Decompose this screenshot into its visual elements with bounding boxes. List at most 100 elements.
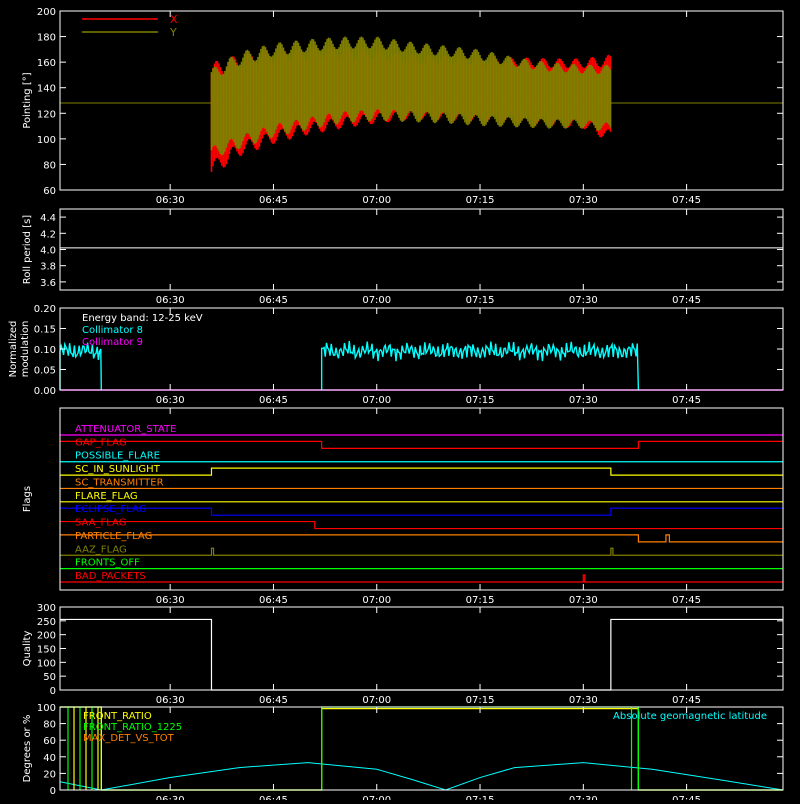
flag-trace-saa-flag [60,520,783,530]
roll-xtick-label: 07:30 [569,295,598,306]
quality-xtick-label: 07:30 [569,695,598,706]
pointing-ytick-label: 140 [37,84,56,95]
quality-ytick-label: 150 [37,645,56,656]
modulation-xtick-label: 07:30 [569,395,598,406]
flag-label-fronts-off: FRONTS_OFF [75,558,140,569]
roll-frame [59,208,784,291]
geo-xtick-label: 07:30 [569,795,598,800]
legend-label-y: Y [169,26,177,39]
geo-legend-front-ratio: FRONT_RATIO [83,711,152,722]
roll-ytick-label: 3.8 [40,262,56,273]
quality-ytick-label: 250 [37,617,56,628]
modulation-ytick-label: 0.15 [34,325,56,336]
modulation-energy-annotation: Energy band: 12-25 keV [82,313,203,324]
flag-label-particle-flag: PARTICLE_FLAG [75,531,152,542]
flags-xtick-label: 06:30 [156,595,185,606]
modulation-collimator8-segment [59,341,103,391]
geo-legend-front-ratio-1225: FRONT_RATIO_1225 [83,722,182,733]
quality-ytick-label: 100 [37,658,56,669]
modulation-ytick-label: 0.00 [34,386,56,397]
pointing-frame [59,10,784,191]
modulation-collimator8-segment [320,340,640,391]
flag-trace-gap-flag [60,440,783,449]
quality-ylabel: Quality [22,631,33,667]
flag-label-eclipse-flag: ECLIPSE_FLAG [75,504,146,515]
pointing-ytick-label: 120 [37,109,56,120]
pointing-xtick-label: 06:45 [259,195,288,206]
flag-trace-aaz-flag [60,547,783,556]
roll-ytick-label: 4.4 [40,213,56,224]
flag-label-sc-transmitter: SC_TRANSMITTER [75,477,164,488]
roll-xtick-label: 07:15 [466,295,495,306]
geo-ylabel: Degrees or % [22,715,33,783]
pointing-xtick-label: 07:30 [569,195,598,206]
geo-ytick-label: 80 [43,720,56,731]
flag-label-flare-flag: FLARE_FLAG [75,491,138,502]
flag-label-bad-packets: BAD_PACKETS [75,571,146,582]
modulation-xtick-label: 07:00 [362,395,391,406]
quality-line [60,618,783,691]
quality-ytick-label: 0 [50,686,56,697]
pointing-xtick-label: 06:30 [156,195,185,206]
flag-label-aaz-flag: AAZ_FLAG [75,544,127,555]
roll-xtick-label: 07:00 [362,295,391,306]
roll-ytick-label: 4.0 [40,246,56,257]
pointing-xtick-label: 07:45 [672,195,701,206]
pointing-ytick-label: 80 [43,160,56,171]
modulation-ytick-label: 0.10 [34,345,56,356]
quality-xtick-label: 07:00 [362,695,391,706]
pointing-ytick-label: 100 [37,135,56,146]
modulation-xtick-label: 06:30 [156,395,185,406]
flag-label-saa-flag: SAA_FLAG [75,518,126,529]
flags-xtick-label: 06:45 [259,595,288,606]
modulation-xtick-label: 06:45 [259,395,288,406]
geo-xtick-label: 06:45 [259,795,288,800]
pointing-xtick-label: 07:00 [362,195,391,206]
geo-ytick-label: 60 [43,736,56,747]
geo-legend-max-det-vs-tot: MAX_DET_VS_TOT [83,733,175,744]
modulation-legend-collimator8: Collimator 8 [82,325,143,336]
quality-xtick-label: 07:15 [466,695,495,706]
flag-trace-particle-flag [60,534,783,543]
geo-xtick-label: 07:00 [362,795,391,800]
roll-xtick-label: 06:45 [259,295,288,306]
flag-trace-bad-packets [60,574,783,583]
geo-ytick-label: 40 [43,753,56,764]
roll-xtick-label: 07:45 [672,295,701,306]
geo-xtick-label: 07:45 [672,795,701,800]
geo-right-label: Absolute geomagnetic latitude [613,711,767,722]
quality-xtick-label: 07:45 [672,695,701,706]
pointing-xtick-label: 07:15 [466,195,495,206]
flag-label-sc-in-sunlight: SC_IN_SUNLIGHT [75,464,161,475]
roll-xtick-label: 06:30 [156,295,185,306]
quality-ytick-label: 50 [43,672,56,683]
pointing-ytick-label: 180 [37,33,56,44]
geo-ytick-label: 20 [43,769,56,780]
pointing-ylabel: Pointing [°] [22,72,33,128]
modulation-xtick-label: 07:45 [672,395,701,406]
geo-xtick-label: 07:15 [466,795,495,800]
modulation-ylabel-line2: modulation [20,321,31,378]
flags-xtick-label: 07:30 [569,595,598,606]
flag-label-attenuator-state: ATTENUATOR_STATE [75,424,176,435]
flags-xtick-label: 07:00 [362,595,391,606]
pointing-ytick-label: 160 [37,58,56,69]
quality-xtick-label: 06:30 [156,695,185,706]
modulation-xtick-label: 07:15 [466,395,495,406]
roll-ytick-label: 3.6 [40,278,56,289]
geo-ytick-label: 0 [50,786,56,797]
flags-xtick-label: 07:45 [672,595,701,606]
flag-label-gap-flag: GAP_FLAG [75,437,127,448]
geo-ytick-label: 100 [37,703,56,714]
pointing-ytick-label: 60 [43,186,56,197]
geomagnetic-latitude-line [59,762,784,791]
quality-ytick-label: 300 [37,603,56,614]
modulation-legend-collimator9: Collimator 9 [82,337,143,348]
legend-label-x: X [170,13,178,26]
modulation-ytick-label: 0.20 [34,304,56,315]
flag-trace-eclipse-flag [60,507,783,516]
flag-label-possible-flare: POSSIBLE_FLARE [75,451,160,462]
flags-frame [59,407,784,591]
